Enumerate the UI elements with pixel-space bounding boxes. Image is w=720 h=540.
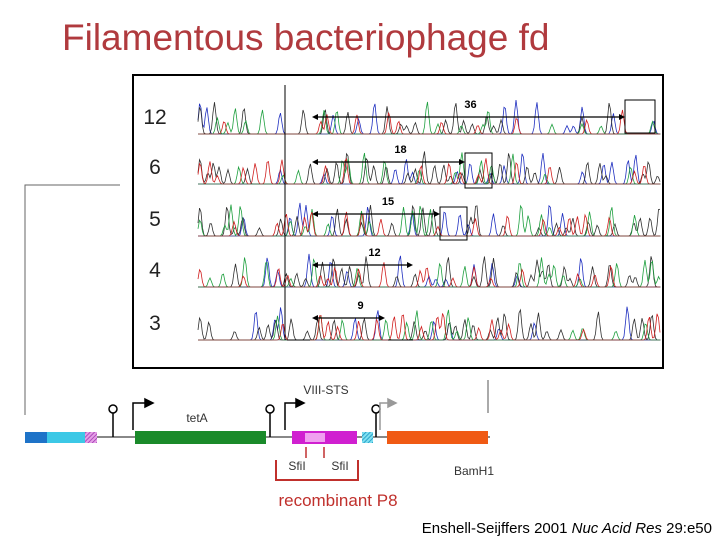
citation: Enshell-Seijffers 2001 Nuc Acid Res 29:e… <box>422 520 712 537</box>
span-label: 18 <box>394 144 406 156</box>
arrow-head <box>312 159 318 165</box>
arrow-head <box>312 262 318 268</box>
trace <box>198 309 660 341</box>
block <box>25 432 47 443</box>
sts-insert <box>305 433 325 442</box>
bracket-label: recombinant P8 <box>278 491 397 510</box>
sfi-label: SfiI <box>288 459 305 473</box>
promoter <box>284 402 296 430</box>
block <box>362 432 373 443</box>
arrow-head <box>407 262 413 268</box>
teta-gene <box>135 431 266 444</box>
lane-label: 4 <box>149 259 161 282</box>
span-label: 15 <box>382 196 394 208</box>
lane-label: 3 <box>149 312 161 335</box>
promoter <box>132 402 145 430</box>
block <box>387 431 488 444</box>
span-label: 36 <box>464 99 476 111</box>
highlight-box <box>624 99 656 134</box>
lanes: 12 36 6 18 5 15 4 12 3 9 <box>143 99 656 341</box>
block <box>47 432 85 443</box>
arrow-head <box>459 159 465 165</box>
span-label: 9 <box>357 300 363 312</box>
regulators <box>108 397 398 458</box>
slide-title: Filamentous bacteriophage fd <box>62 17 549 58</box>
gene-blocks <box>25 431 488 444</box>
sts-label: VIII-STS <box>303 383 348 397</box>
teta-label: tetA <box>186 411 207 425</box>
citation-author: Enshell-Seijffers <box>422 520 530 537</box>
promoter <box>387 397 398 409</box>
lane-label: 6 <box>149 156 161 179</box>
sfi-label: SfiI <box>331 459 348 473</box>
highlight-box <box>464 152 493 189</box>
block <box>85 432 97 443</box>
terminator <box>108 404 118 414</box>
arrow-head <box>434 211 440 217</box>
arrow-head <box>619 114 625 120</box>
promoter <box>379 402 388 430</box>
citation-ref: 29:e50 <box>666 520 712 537</box>
arrow-head <box>312 315 318 321</box>
bamh1-label: BamH1 <box>454 464 494 478</box>
terminator <box>371 404 381 414</box>
arrow-head <box>312 114 318 120</box>
arrow-head <box>379 315 385 321</box>
sequence-panel <box>132 74 664 369</box>
promoter <box>144 397 155 409</box>
highlight-box <box>439 206 468 241</box>
connector <box>24 184 120 415</box>
lane-label: 12 <box>143 106 166 129</box>
lane-label: 5 <box>149 208 161 231</box>
promoter <box>295 397 306 409</box>
citation-year: 2001 <box>534 520 567 537</box>
bracket <box>275 460 359 481</box>
arrow-head <box>312 211 318 217</box>
chromatograms <box>197 100 661 341</box>
trace <box>198 253 660 288</box>
terminator <box>265 404 275 414</box>
span-label: 12 <box>368 247 380 259</box>
citation-journal: Nuc Acid Res <box>572 520 663 537</box>
